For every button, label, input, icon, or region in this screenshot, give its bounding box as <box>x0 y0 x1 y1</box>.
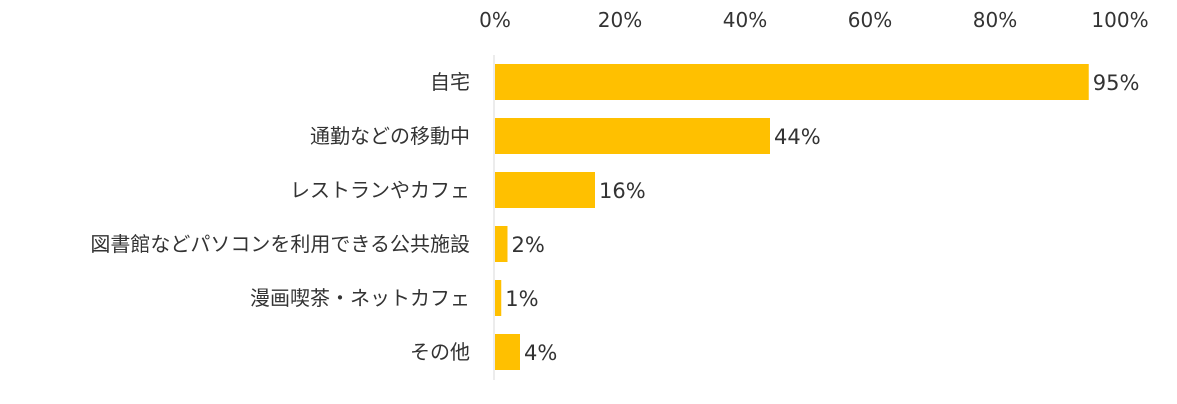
bar <box>495 334 520 370</box>
category-label: その他 <box>410 340 470 364</box>
value-label: 2% <box>512 233 545 257</box>
bar <box>495 280 502 316</box>
category-label: 図書館などパソコンを利用できる公共施設 <box>90 232 470 256</box>
bars <box>495 64 1089 370</box>
bar <box>495 64 1089 100</box>
x-tick-label: 0% <box>479 8 511 32</box>
bar <box>495 226 508 262</box>
value-label: 1% <box>505 287 538 311</box>
value-label: 44% <box>774 125 821 149</box>
category-label: 漫画喫茶・ネットカフェ <box>250 286 470 310</box>
x-tick-labels: 0% 20% 40% 60% 80% 100% <box>479 8 1148 32</box>
bar <box>495 118 770 154</box>
bar <box>495 172 595 208</box>
x-tick-label: 40% <box>723 8 767 32</box>
value-labels: 95% 44% 16% 2% 1% 4% <box>505 71 1139 365</box>
value-label: 16% <box>599 179 646 203</box>
value-label: 4% <box>524 341 557 365</box>
x-tick-label: 100% <box>1091 8 1148 32</box>
x-tick-label: 80% <box>973 8 1017 32</box>
category-label: レストランやカフェ <box>290 178 470 202</box>
x-tick-label: 60% <box>848 8 892 32</box>
category-labels: 自宅通勤などの移動中レストランやカフェ図書館などパソコンを利用できる公共施設漫画… <box>90 70 470 364</box>
category-label: 通勤などの移動中 <box>310 124 470 148</box>
value-label: 95% <box>1093 71 1140 95</box>
x-tick-label: 20% <box>598 8 642 32</box>
category-label: 自宅 <box>430 70 470 94</box>
